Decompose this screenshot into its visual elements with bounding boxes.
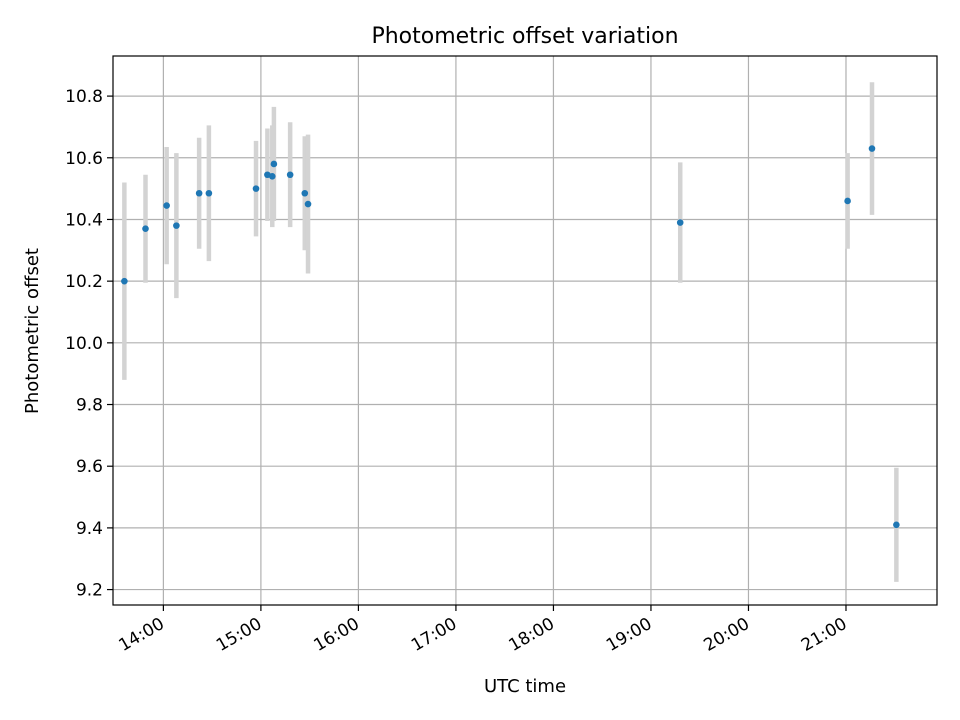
y-tick-label: 10.0	[65, 334, 103, 354]
data-point	[173, 222, 180, 229]
data-point	[893, 521, 900, 529]
data-point	[304, 200, 312, 208]
data-point	[142, 225, 149, 233]
data-point	[163, 202, 170, 209]
plot-frame	[112, 55, 938, 606]
data-point	[205, 189, 213, 197]
point-layer	[121, 145, 900, 529]
data-point	[868, 145, 876, 152]
y-tick-label: 10.8	[65, 87, 103, 107]
data-point	[121, 277, 128, 285]
data-point	[270, 160, 278, 168]
data-point	[676, 219, 684, 226]
data-point	[252, 185, 260, 192]
x-axis-label: UTC time	[484, 676, 566, 697]
y-tick-label: 10.4	[65, 210, 103, 230]
grid-layer	[113, 56, 937, 605]
y-tick-label: 10.2	[65, 272, 103, 292]
data-point	[301, 189, 309, 197]
y-tick-label: 9.4	[76, 519, 103, 539]
y-tick-label: 9.2	[76, 581, 103, 601]
y-tick-label: 9.6	[76, 457, 103, 477]
data-point	[195, 189, 203, 197]
y-tick-label: 10.6	[65, 149, 103, 169]
data-point	[844, 197, 851, 205]
y-axis-label: Photometric offset	[22, 248, 43, 414]
y-tick-label: 9.8	[76, 396, 103, 416]
data-point	[268, 172, 276, 180]
chart-title: Photometric offset variation	[371, 24, 678, 49]
data-point	[286, 171, 294, 179]
